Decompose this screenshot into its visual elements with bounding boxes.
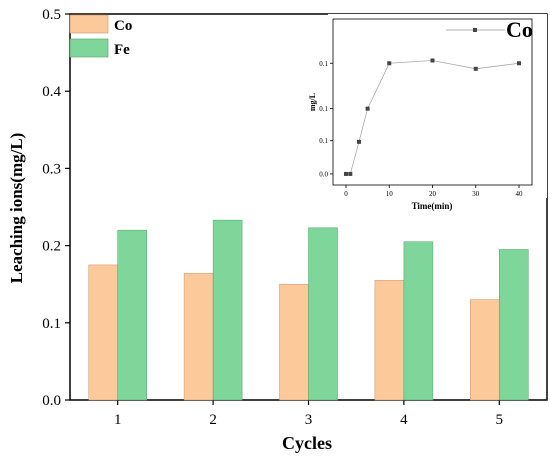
bar-co-cycle-4 [374,280,405,401]
legend-label-co: Co [114,18,132,34]
x-tick-label: 3 [305,412,313,428]
inset-data-point [343,171,348,176]
x-tick-label: 2 [209,412,217,428]
inset-y-tick-label: 0.1 [319,105,328,113]
y-tick-label: 0.0 [42,393,61,409]
inset-data-point [517,61,522,66]
inset-data-point [356,139,361,144]
y-tick-label: 0.1 [42,316,61,332]
bar-co-cycle-3 [279,283,309,401]
inset-data-point [365,106,370,111]
inset-y-axis-label: mg/L [308,93,317,111]
x-tick-label: 4 [400,412,408,428]
bar-fe-cycle-4 [403,241,434,401]
bar-fe-cycle-1 [117,229,147,401]
legend: Co Fe [69,14,132,58]
inset-chart: 0.0 0.1 0.1 0.1 0 10 20 30 40 mg/L Time(min) Co [308,14,547,211]
inset-series-line [345,60,520,175]
inset-data-point [430,58,435,63]
y-tick-label: 0.2 [42,239,61,255]
inset-background [328,14,547,198]
inset-legend-label: Co [506,17,533,42]
y-axis-label: Leaching ions(mg/L) [7,133,26,284]
bar-co-cycle-1 [88,264,118,401]
y-tick-label: 0.5 [42,7,61,23]
inset-data-point [387,61,392,66]
legend-label-fe: Fe [114,42,130,58]
inset-y-tick-label: 0.0 [319,170,328,178]
inset-y-tick-label: 0.1 [319,137,328,145]
bar-fe-cycle-5 [499,249,529,401]
x-tick-label: 1 [114,412,122,428]
bar-co-cycle-5 [470,299,500,401]
inset-x-axis-label: Time(min) [412,201,453,211]
x-axis-label: Cycles [282,433,332,453]
bar-fe-cycle-3 [308,227,338,401]
y-tick-label: 0.3 [42,161,61,177]
inset-x-tick-label: 0 [344,190,348,198]
inset-x-tick-label: 40 [516,190,524,198]
x-tick-label: 5 [496,412,504,428]
bar-co-cycle-2 [183,273,214,401]
inset-x-tick-label: 30 [472,190,480,198]
bar-fe-cycle-2 [212,219,243,401]
inset-y-tick-label: 0.1 [319,60,328,68]
legend-swatch-co [69,14,109,34]
inset-data-point [473,66,478,71]
y-tick-label: 0.4 [42,84,61,100]
inset-x-tick-label: 10 [386,190,394,198]
legend-swatch-fe [69,38,109,58]
inset-legend-marker [473,28,477,32]
inset-data-point [348,171,353,176]
inset-x-tick-label: 20 [429,190,437,198]
